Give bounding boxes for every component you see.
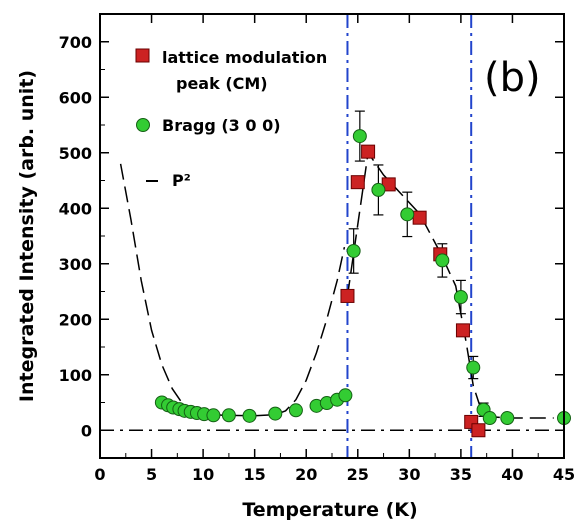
bragg-data-point <box>400 207 415 222</box>
bragg-data-point <box>352 129 367 144</box>
bragg-data-point <box>288 403 303 418</box>
data-markers <box>154 129 571 438</box>
axis-ticks: 0 5 10 15 20 25 30 35 40 45 0 100 200 300 400 500 600 700 <box>59 13 575 484</box>
y-tick-label: 0 <box>81 421 92 440</box>
y-tick-label: 400 <box>59 199 92 218</box>
bragg-data-point <box>346 243 361 258</box>
x-tick-label: 15 <box>244 465 266 484</box>
x-tick-label: 20 <box>295 465 317 484</box>
x-tick-label: 5 <box>146 465 157 484</box>
reference-lines <box>100 14 564 458</box>
bragg-data-point <box>338 388 353 403</box>
x-tick-label: 10 <box>192 465 214 484</box>
y-tick-label: 200 <box>59 310 92 329</box>
y-tick-label: 300 <box>59 255 92 274</box>
legend: lattice modulation peak (CM) Bragg (3 0 … <box>135 48 327 190</box>
cm-data-point <box>455 323 470 338</box>
bragg-data-point <box>500 411 515 426</box>
bragg-data-point <box>482 411 497 426</box>
y-tick-label: 500 <box>59 144 92 163</box>
x-tick-label: 35 <box>450 465 472 484</box>
y-tick-label: 100 <box>59 366 92 385</box>
legend-cm-marker <box>135 48 150 63</box>
x-tick-label: 0 <box>94 465 105 484</box>
bragg-data-point <box>453 290 468 305</box>
bragg-data-point <box>221 408 236 423</box>
legend-bragg-marker <box>136 118 150 132</box>
legend-p2-label: P² <box>172 171 191 190</box>
legend-cm-label: lattice modulation <box>162 48 327 67</box>
x-tick-label: 45 <box>553 465 575 484</box>
x-axis-label: Temperature (K) <box>242 499 417 521</box>
y-tick-label: 700 <box>59 33 92 52</box>
legend-bragg-label: Bragg (3 0 0) <box>162 116 281 135</box>
p2-curve <box>119 163 346 417</box>
cm-data-point <box>412 210 427 225</box>
bragg-data-point <box>435 253 450 268</box>
x-tick-label: 30 <box>398 465 420 484</box>
bragg-data-point <box>371 182 386 197</box>
bragg-data-point <box>206 408 221 423</box>
x-tick-label: 25 <box>347 465 369 484</box>
bragg-data-point <box>466 360 481 375</box>
cm-data-point <box>471 423 486 438</box>
bragg-data-point <box>242 408 257 423</box>
cm-data-point <box>350 175 365 190</box>
panel-label: (b) <box>484 55 541 101</box>
legend-cm-label-line2: peak (CM) <box>176 74 268 93</box>
x-tick-label: 40 <box>501 465 523 484</box>
cm-data-point <box>361 144 376 159</box>
y-tick-label: 600 <box>59 88 92 107</box>
cm-data-point <box>340 288 355 303</box>
bragg-data-point <box>268 406 283 421</box>
fit-curves <box>119 150 554 419</box>
y-axis-label: Integrated Intensity (arb. unit) <box>16 70 38 402</box>
